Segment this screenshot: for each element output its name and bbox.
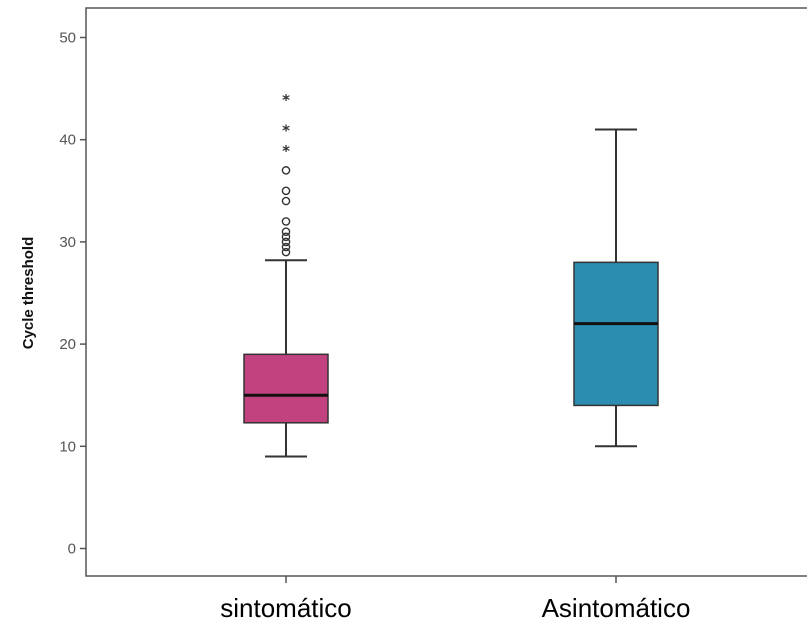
outlier-circle <box>281 247 291 257</box>
x-category-label: sintomático <box>220 593 352 620</box>
y-tick-label: 20 <box>59 336 76 353</box>
y-tick-label: 30 <box>59 234 76 251</box>
y-tick-label: 0 <box>68 541 76 558</box>
outlier-circle <box>281 166 291 175</box>
outlier-circle <box>281 196 291 206</box>
boxes: * * * <box>243 91 659 458</box>
y-tick-label: 40 <box>59 132 76 149</box>
outlier-circle <box>281 217 291 226</box>
outlier-circle <box>281 186 291 196</box>
x-axis: sintomático Asintomático <box>220 576 690 620</box>
y-tick-label: 50 <box>59 30 76 47</box>
y-axis: 0 10 20 30 40 50 <box>59 30 86 558</box>
y-tick-label: 10 <box>59 438 76 455</box>
box-group: * * * <box>243 91 329 458</box>
outlier-circle <box>281 237 291 247</box>
outlier-star: * <box>282 121 290 139</box>
outlier-circle <box>281 227 291 236</box>
iqr-box <box>573 261 659 407</box>
box-group <box>573 128 659 448</box>
outlier-star: * <box>282 142 290 160</box>
outlier-circle <box>281 242 291 252</box>
plot-frame <box>85 7 807 577</box>
x-category-label: Asintomático <box>542 593 691 620</box>
iqr-box <box>243 353 329 424</box>
outlier-star: * <box>282 91 290 109</box>
y-axis-title: Cycle threshold <box>20 237 37 350</box>
outlier-circle <box>281 232 291 242</box>
